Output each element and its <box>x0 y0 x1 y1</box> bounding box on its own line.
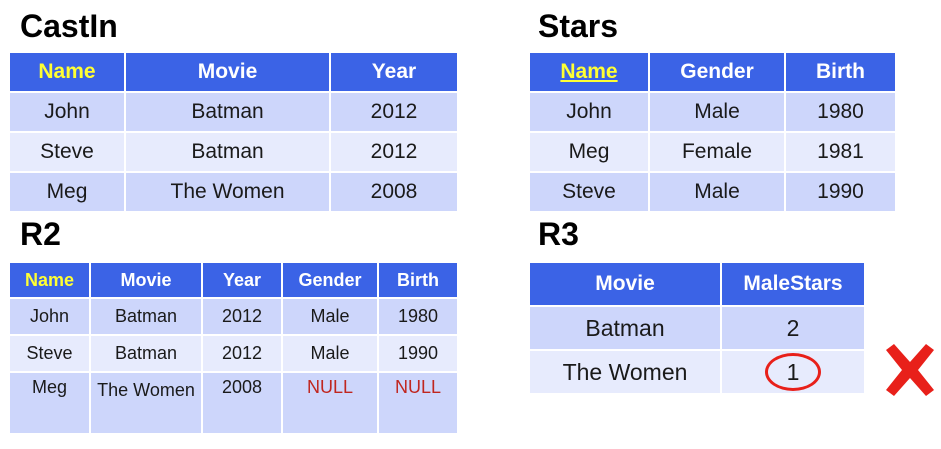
castin-cell-name: Steve <box>8 131 126 173</box>
stars-cell-name: Meg <box>528 131 650 173</box>
r3-title: R3 <box>538 216 579 252</box>
r2-cell-gender-null: NULL <box>281 371 379 435</box>
r2-cell-year: 2012 <box>201 334 283 373</box>
stars-cell-birth: 1990 <box>784 171 897 213</box>
stars-cell-gender: Male <box>648 171 786 213</box>
r2-cell-name: Meg <box>8 371 91 435</box>
r2-header-row: Name Movie Year Gender Birth <box>8 261 459 299</box>
r2-header-name: Name <box>8 261 91 299</box>
stars-cell-birth: 1980 <box>784 91 897 133</box>
castin-header-movie: Movie <box>124 51 331 93</box>
stars-header-birth: Birth <box>784 51 897 93</box>
table-row: Steve Batman 2012 <box>8 131 459 173</box>
castin-cell-year: 2012 <box>329 131 459 173</box>
castin-header-name: Name <box>8 51 126 93</box>
castin-header-year: Year <box>329 51 459 93</box>
r3-header-movie: Movie <box>528 261 722 307</box>
r2-header-movie: Movie <box>89 261 203 299</box>
r2-title: R2 <box>20 216 61 252</box>
castin-cell-year: 2008 <box>329 171 459 213</box>
castin-cell-name: Meg <box>8 171 126 213</box>
r2-cell-year: 2012 <box>201 297 283 336</box>
r3-header-malestars: MaleStars <box>720 261 866 307</box>
r2-cell-birth: 1980 <box>377 297 459 336</box>
r2-cell-movie: The Women <box>89 371 203 435</box>
table-row: Steve Batman 2012 Male 1990 <box>8 334 459 373</box>
table-row: John Batman 2012 Male 1980 <box>8 297 459 336</box>
castin-title: CastIn <box>20 8 118 44</box>
table-row: Batman 2 <box>528 305 866 351</box>
red-x-icon <box>886 344 934 396</box>
r2-table: Name Movie Year Gender Birth John Batman… <box>8 261 459 435</box>
stars-cell-name: Steve <box>528 171 650 213</box>
stars-cell-birth: 1981 <box>784 131 897 173</box>
stars-cell-gender: Male <box>648 91 786 133</box>
table-row: Meg Female 1981 <box>528 131 897 173</box>
stars-cell-name: John <box>528 91 650 133</box>
r2-cell-name: John <box>8 297 91 336</box>
r2-header-gender: Gender <box>281 261 379 299</box>
castin-cell-movie: Batman <box>124 91 331 133</box>
r2-cell-year: 2008 <box>201 371 283 435</box>
r2-cell-movie: Batman <box>89 297 203 336</box>
castin-cell-movie: The Women <box>124 171 331 213</box>
r2-header-year: Year <box>201 261 283 299</box>
stars-title: Stars <box>538 8 619 44</box>
table-row: Meg The Women 2008 NULL NULL <box>8 371 459 435</box>
r3-cell-malestars: 2 <box>720 305 866 351</box>
stars-cell-gender: Female <box>648 131 786 173</box>
r2-header-birth: Birth <box>377 261 459 299</box>
r2-cell-movie: Batman <box>89 334 203 373</box>
castin-table: Name Movie Year John Batman 2012 Steve B… <box>8 51 459 213</box>
highlight-circle: 1 <box>765 353 821 391</box>
castin-cell-movie: Batman <box>124 131 331 173</box>
r2-cell-gender: Male <box>281 334 379 373</box>
r2-cell-gender: Male <box>281 297 379 336</box>
castin-header-row: Name Movie Year <box>8 51 459 93</box>
table-row: The Women 1 <box>528 349 866 395</box>
r3-cell-movie: The Women <box>528 349 722 395</box>
r3-cell-malestars: 1 <box>720 349 866 395</box>
r2-cell-name: Steve <box>8 334 91 373</box>
stars-header-row: Name Gender Birth <box>528 51 897 93</box>
stars-table: Name Gender Birth John Male 1980 Meg Fem… <box>528 51 897 213</box>
stars-header-name: Name <box>528 51 650 93</box>
table-row: Steve Male 1990 <box>528 171 897 213</box>
r3-table: Movie MaleStars Batman 2 The Women 1 <box>528 261 866 395</box>
table-row: John Batman 2012 <box>8 91 459 133</box>
r2-cell-birth-null: NULL <box>377 371 459 435</box>
r3-header-row: Movie MaleStars <box>528 261 866 307</box>
r2-cell-birth: 1990 <box>377 334 459 373</box>
table-row: Meg The Women 2008 <box>8 171 459 213</box>
castin-cell-name: John <box>8 91 126 133</box>
r3-cell-movie: Batman <box>528 305 722 351</box>
stars-header-gender: Gender <box>648 51 786 93</box>
table-row: John Male 1980 <box>528 91 897 133</box>
castin-cell-year: 2012 <box>329 91 459 133</box>
